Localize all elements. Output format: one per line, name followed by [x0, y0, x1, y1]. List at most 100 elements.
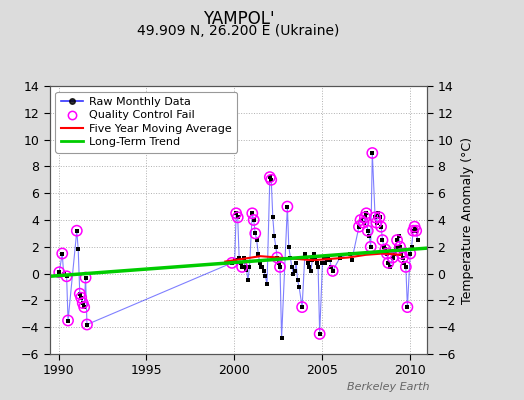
- Point: [62, 273, 71, 280]
- Point: [273, 254, 281, 261]
- Point: [390, 250, 398, 257]
- Point: [359, 220, 368, 226]
- Point: [408, 244, 416, 250]
- Point: [410, 224, 419, 230]
- Point: [73, 228, 81, 234]
- Point: [79, 300, 87, 306]
- Point: [266, 174, 274, 180]
- Point: [248, 210, 256, 216]
- Point: [263, 281, 271, 288]
- Point: [324, 254, 333, 261]
- Point: [58, 250, 67, 257]
- Point: [381, 246, 389, 253]
- Point: [228, 260, 236, 266]
- Point: [254, 250, 263, 257]
- Point: [77, 294, 85, 301]
- Point: [277, 335, 286, 341]
- Point: [395, 233, 403, 239]
- Legend: Raw Monthly Data, Quality Control Fail, Five Year Moving Average, Long-Term Tren: Raw Monthly Data, Quality Control Fail, …: [56, 92, 237, 153]
- Point: [375, 214, 384, 220]
- Point: [292, 260, 300, 266]
- Point: [367, 244, 375, 250]
- Point: [81, 274, 90, 281]
- Point: [384, 260, 392, 266]
- Point: [373, 220, 381, 226]
- Point: [401, 264, 410, 270]
- Point: [267, 177, 276, 183]
- Point: [413, 237, 422, 243]
- Point: [232, 210, 241, 216]
- Point: [80, 304, 89, 310]
- Point: [362, 210, 370, 216]
- Point: [75, 290, 84, 297]
- Point: [244, 277, 252, 284]
- Point: [261, 273, 270, 280]
- Point: [273, 254, 281, 261]
- Point: [249, 217, 258, 223]
- Point: [356, 217, 365, 223]
- Point: [266, 174, 274, 180]
- Point: [236, 260, 245, 266]
- Point: [271, 244, 280, 250]
- Point: [409, 228, 418, 234]
- Point: [386, 264, 394, 270]
- Point: [298, 304, 307, 310]
- Point: [289, 270, 298, 277]
- Point: [83, 321, 91, 328]
- Point: [412, 228, 420, 234]
- Point: [283, 203, 291, 210]
- Point: [371, 214, 379, 220]
- Point: [290, 268, 299, 274]
- Point: [276, 264, 284, 270]
- Point: [374, 210, 383, 216]
- Point: [83, 321, 91, 328]
- Point: [380, 244, 388, 250]
- Point: [55, 269, 63, 276]
- Point: [55, 269, 63, 276]
- Point: [397, 250, 406, 257]
- Point: [239, 254, 248, 261]
- Point: [325, 257, 334, 263]
- Point: [77, 294, 85, 301]
- Point: [242, 266, 250, 273]
- Point: [364, 228, 372, 234]
- Point: [378, 237, 387, 243]
- Point: [267, 177, 276, 183]
- Point: [302, 254, 311, 261]
- Point: [298, 304, 307, 310]
- Point: [329, 268, 337, 274]
- Point: [403, 304, 411, 310]
- Point: [251, 230, 259, 236]
- Point: [295, 284, 303, 290]
- Point: [388, 254, 397, 261]
- Point: [397, 250, 406, 257]
- Point: [301, 250, 309, 257]
- Point: [276, 264, 284, 270]
- Point: [80, 304, 89, 310]
- Point: [359, 220, 368, 226]
- Point: [232, 210, 241, 216]
- Point: [58, 250, 67, 257]
- Point: [270, 233, 278, 239]
- Point: [256, 260, 264, 266]
- Point: [286, 254, 294, 261]
- Point: [396, 244, 404, 250]
- Point: [245, 264, 254, 270]
- Point: [378, 237, 387, 243]
- Point: [314, 264, 322, 270]
- Point: [315, 331, 324, 337]
- Point: [364, 228, 372, 234]
- Point: [371, 214, 379, 220]
- Point: [311, 254, 319, 261]
- Text: Berkeley Earth: Berkeley Earth: [347, 382, 430, 392]
- Point: [393, 237, 401, 243]
- Point: [241, 264, 249, 270]
- Point: [355, 224, 363, 230]
- Point: [362, 210, 370, 216]
- Point: [304, 260, 312, 266]
- Point: [388, 254, 397, 261]
- Point: [59, 270, 68, 277]
- Point: [310, 250, 318, 257]
- Point: [315, 331, 324, 337]
- Point: [81, 274, 90, 281]
